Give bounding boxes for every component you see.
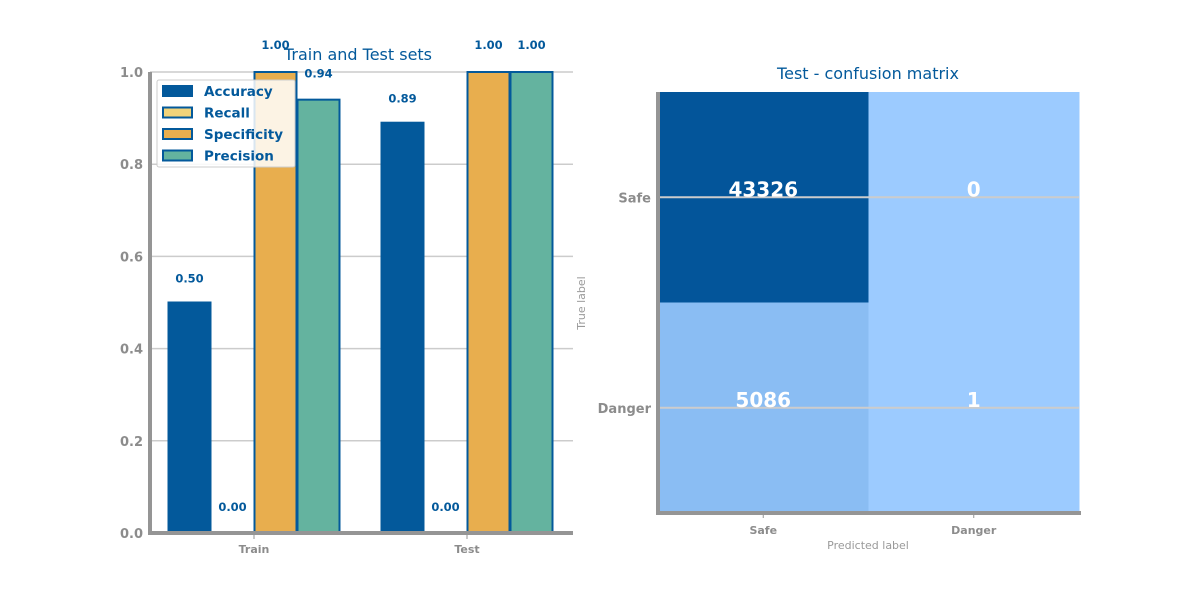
y-tick-label-0: 0.0 (120, 527, 143, 542)
y-tick-label-4: 0.8 (120, 158, 143, 173)
cm-cell-values: 43326 0 5086 1 (728, 177, 980, 412)
cm-y-tick-label-danger: Danger (598, 402, 652, 417)
confusion-matrix: 43326 0 5086 1 Safe Danger Safe Danger Test -… (575, 64, 1081, 552)
bar-accuracy-test (380, 121, 425, 535)
cm-x-tick-label-danger: Danger (951, 524, 997, 537)
cm-x-tick-label-safe: Safe (749, 524, 777, 537)
bar-x-ticks: Train Test (239, 533, 480, 556)
bar-label-accuracy-train: 0.50 (175, 272, 203, 286)
bar-precision-test (509, 71, 554, 534)
cm-y-axis-label: True label (575, 276, 588, 330)
bar-label-recall-test: 0.00 (431, 500, 459, 514)
bar-label-specificity-train: 1.00 (261, 38, 289, 52)
legend-label-precision: Precision (204, 149, 274, 165)
bar-label-recall-train: 0.00 (218, 500, 246, 514)
bar-label-specificity-test: 1.00 (474, 38, 502, 52)
bar-chart-title: Train and Test sets (283, 45, 432, 64)
x-tick-label-test: Test (454, 543, 479, 556)
y-tick-label-2: 0.4 (120, 343, 143, 358)
legend-swatch-precision (162, 149, 193, 162)
cm-value-danger-safe: 5086 (735, 388, 791, 412)
cm-value-danger-danger: 1 (967, 388, 981, 412)
bar-value-labels: 0.50 0.00 1.00 0.94 0.89 0.00 1.00 1.00 (175, 38, 545, 514)
legend-swatch-specificity (162, 128, 193, 140)
cm-cells (658, 92, 1080, 514)
cm-title: Test - confusion matrix (776, 64, 959, 83)
bar-label-precision-test: 1.00 (517, 38, 545, 52)
bar-label-accuracy-test: 0.89 (388, 92, 416, 106)
cm-y-ticks: Safe Danger (598, 191, 652, 417)
bar-precision-train (296, 98, 341, 534)
bar-legend: Accuracy Recall Specificity Precision (156, 79, 296, 168)
cm-value-safe-danger: 0 (967, 177, 981, 201)
bar-axes (148, 72, 573, 535)
y-tick-label-5: 1.0 (120, 66, 143, 81)
legend-swatch-accuracy (162, 85, 193, 97)
cm-axes (656, 92, 1081, 515)
x-tick-label-train: Train (239, 543, 270, 556)
cm-gridlines (658, 196, 1079, 409)
bar-label-precision-train: 0.94 (304, 67, 332, 81)
y-tick-label-3: 0.6 (120, 250, 143, 265)
legend-frame (156, 79, 296, 168)
legend-swatch-recall (162, 106, 193, 119)
legend-label-specificity: Specificity (204, 127, 283, 143)
bar-series (167, 71, 554, 535)
y-tick-label-1: 0.2 (120, 435, 143, 450)
bar-specificity-test (466, 71, 511, 534)
cm-x-ticks: Safe Danger (749, 513, 997, 537)
cm-x-axis-label: Predicted label (827, 539, 909, 552)
bar-y-ticks: 0.0 0.2 0.4 0.6 0.8 1.0 (120, 66, 143, 542)
cm-value-safe-safe: 43326 (728, 177, 798, 201)
bar-chart: 0.0 0.2 0.4 0.6 0.8 1.0 Train Test 0.50 0.00 1.0… (120, 38, 573, 556)
cm-y-tick-label-safe: Safe (618, 191, 651, 206)
legend-label-accuracy: Accuracy (204, 84, 273, 100)
legend-label-recall: Recall (204, 106, 250, 122)
bar-accuracy-train (167, 301, 212, 534)
